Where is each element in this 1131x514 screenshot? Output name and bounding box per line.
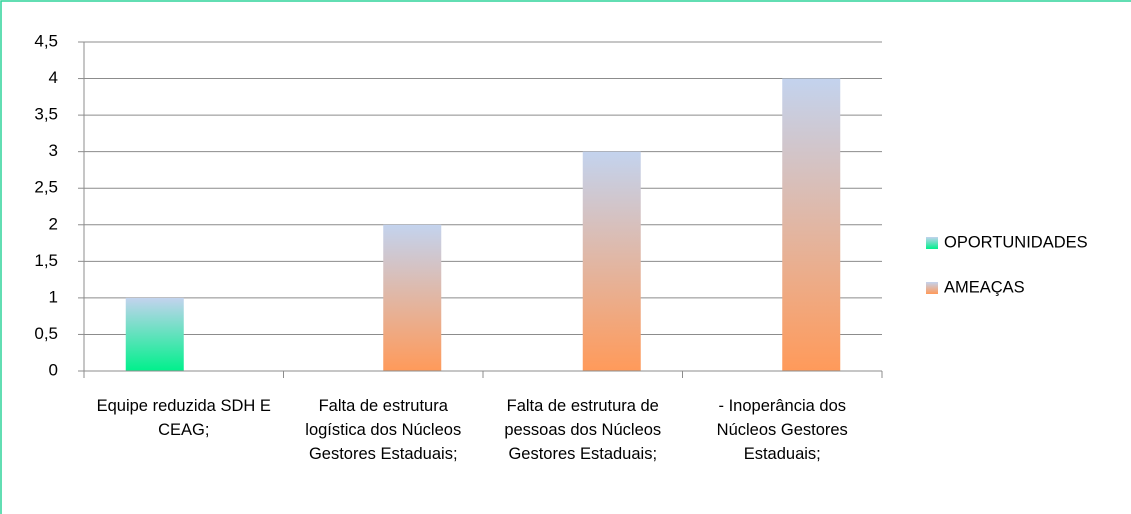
bar — [782, 78, 841, 372]
legend-swatch — [926, 237, 938, 249]
y-tick-label: 1,5 — [34, 251, 58, 270]
y-tick-label: 2 — [49, 214, 58, 233]
legend-swatch — [926, 282, 938, 294]
x-tick-label: Equipe reduzida SDH E CEAG; — [96, 397, 271, 439]
y-tick-label: 2,5 — [34, 178, 58, 197]
bar — [582, 151, 641, 371]
x-tick-label: Falta de estrutura de pessoas dos Núcleo… — [504, 397, 662, 463]
y-tick-label: 1 — [49, 287, 58, 306]
y-tick-label: 0 — [49, 360, 58, 379]
y-tick-label: 3 — [49, 141, 58, 160]
y-tick-label: 4 — [49, 68, 58, 87]
x-tick-label: - Inoperância dos Núcleos Gestores Estad… — [716, 397, 848, 463]
y-tick-label: 4,5 — [34, 31, 58, 50]
legend-label: AMEAÇAS — [944, 278, 1025, 296]
legend-label: OPORTUNIDADES — [944, 233, 1088, 251]
bar — [125, 297, 184, 371]
bar — [383, 224, 442, 371]
y-tick-label: 0,5 — [34, 324, 58, 343]
x-tick-label: Falta de estrutura logística dos Núcleos… — [305, 397, 462, 463]
y-tick-label: 3,5 — [34, 105, 58, 124]
